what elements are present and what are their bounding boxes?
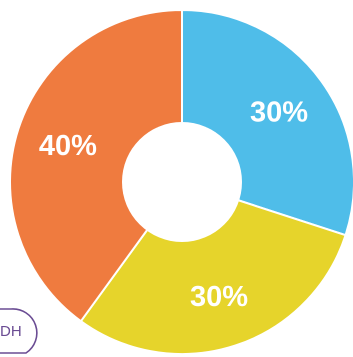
donut-hole [122, 122, 242, 242]
slice-3 [9, 8, 183, 323]
slice-label-1: 30% [250, 96, 308, 128]
slice-label-2: 30% [190, 281, 248, 313]
badge-outline [0, 308, 38, 354]
labels-group: 30% 30% 40% [39, 96, 308, 313]
slice-label-3: 40% [39, 130, 97, 162]
corner-badge: DH [0, 308, 38, 354]
slice-2 [79, 180, 347, 355]
badge-text: DH [0, 323, 22, 340]
